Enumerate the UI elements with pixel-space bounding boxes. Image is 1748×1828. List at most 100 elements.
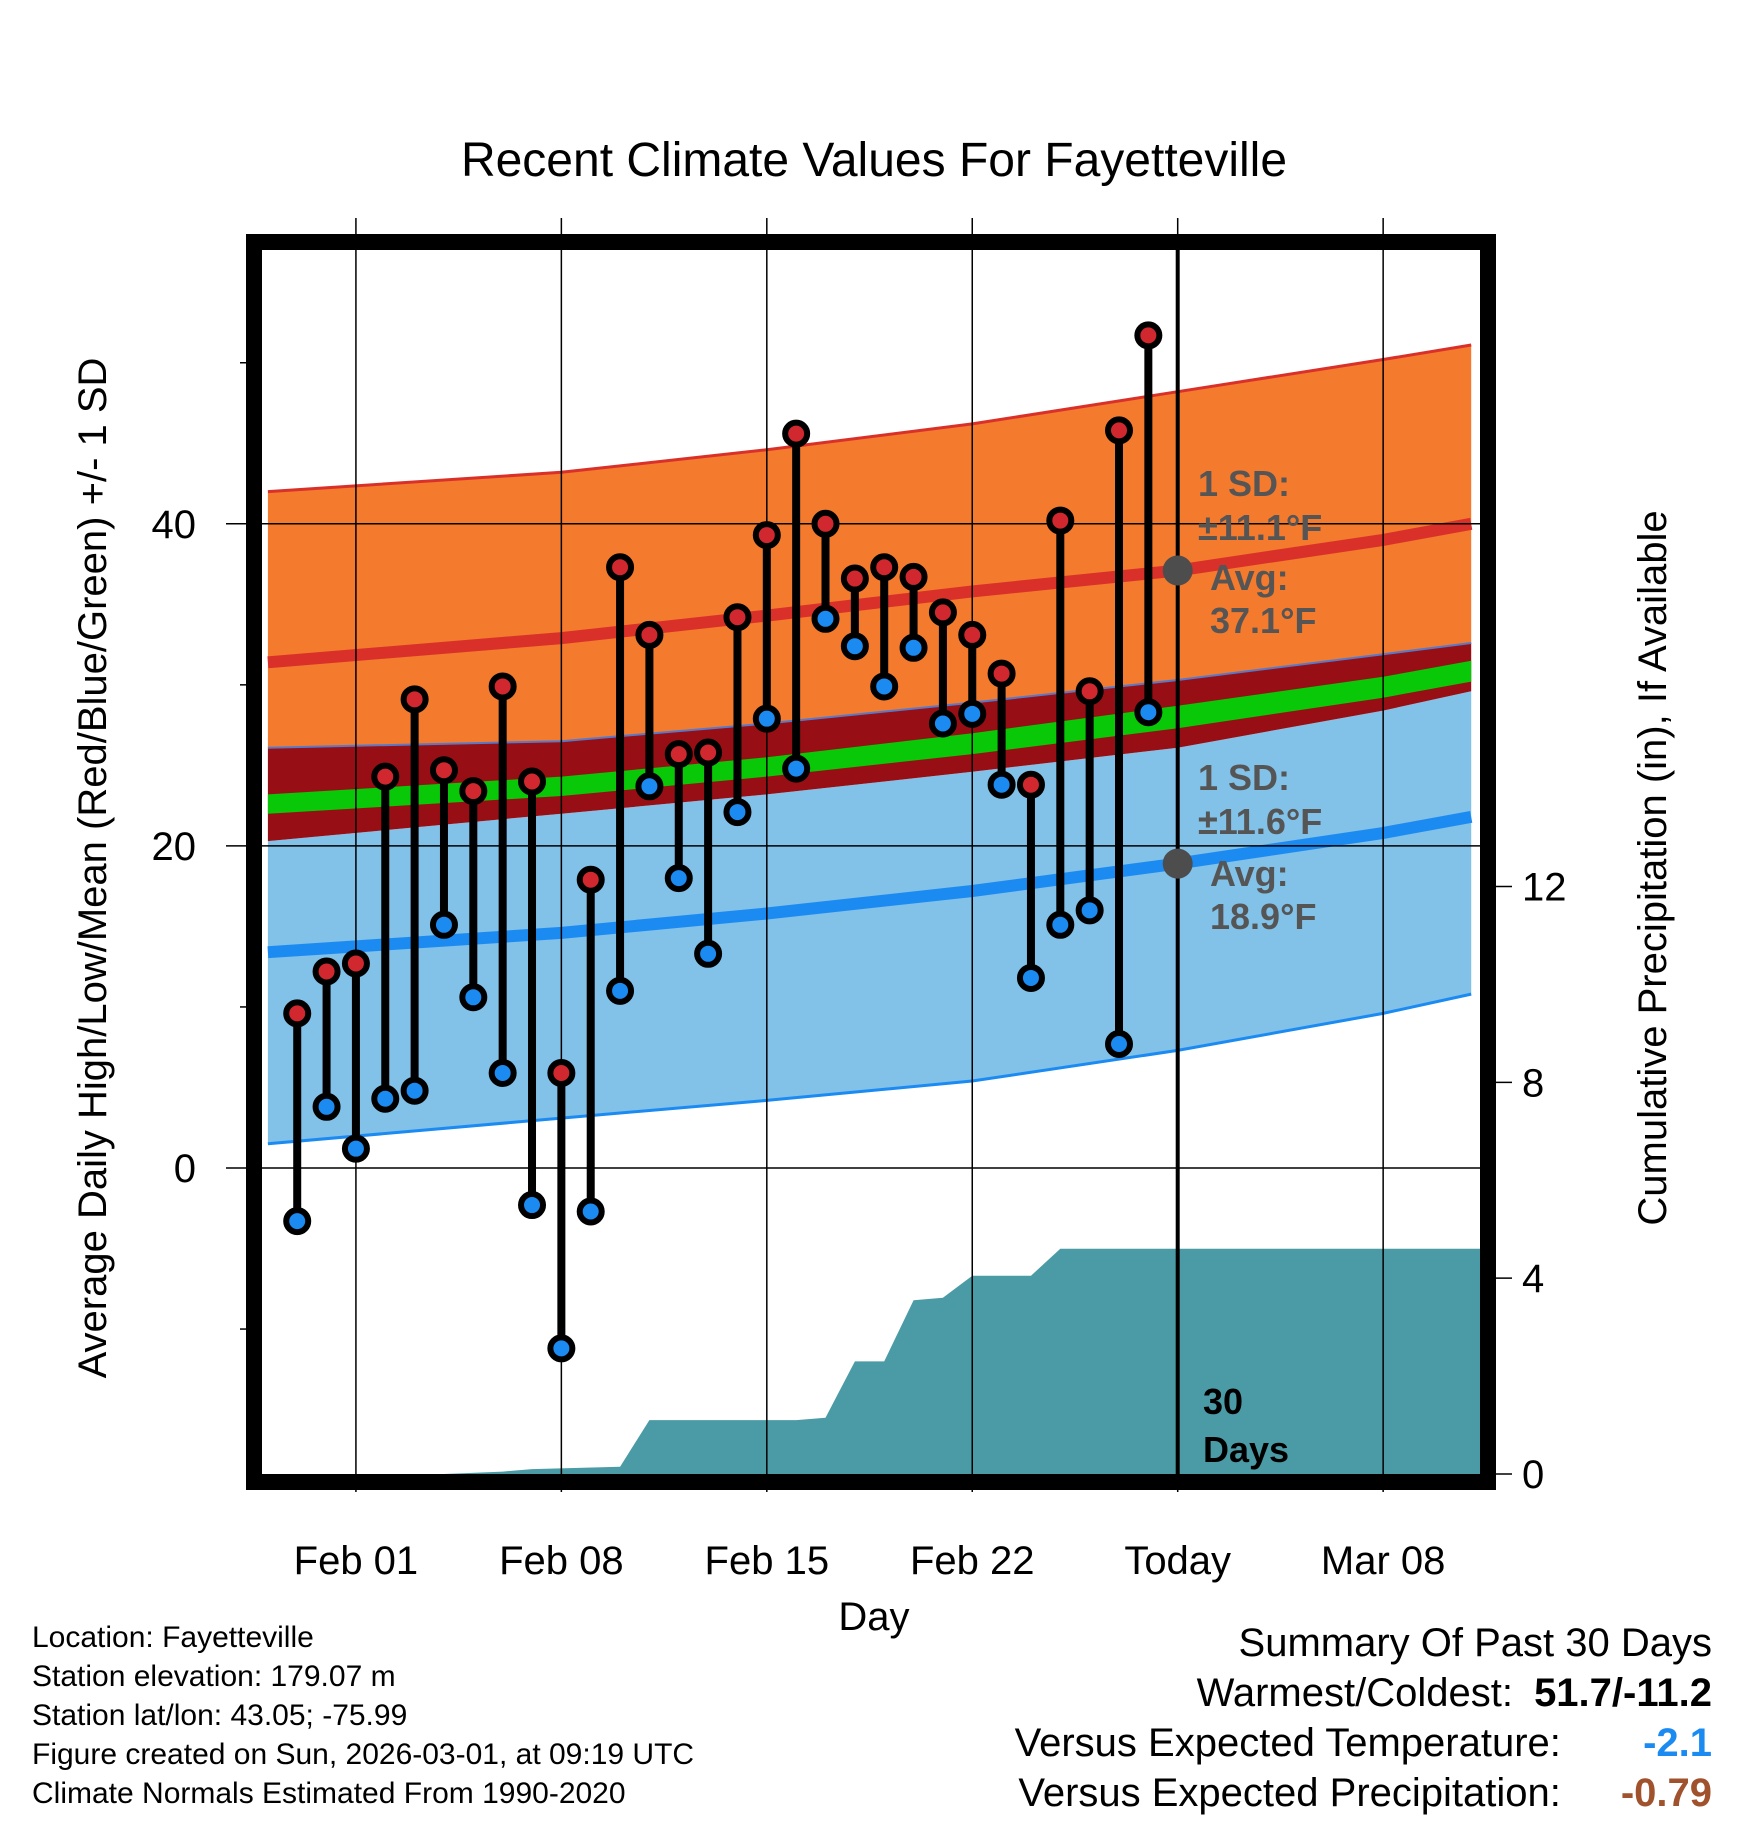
daily-low-point <box>341 1134 370 1163</box>
high-sd-band <box>267 345 1472 748</box>
daily-high-point <box>518 767 547 796</box>
daily-high-point <box>341 949 370 978</box>
daily-low-point <box>664 864 693 893</box>
period-number: 30 <box>1203 1381 1243 1422</box>
daily-high-point <box>576 865 605 894</box>
daily-high-point <box>811 509 840 538</box>
daily-low-point <box>1016 963 1045 992</box>
x-tick-label: Feb 15 <box>705 1539 830 1583</box>
warmest-coldest-row: Warmest/Coldest: 51.7/-11.2 <box>1015 1668 1712 1718</box>
y2-tick-label: 4 <box>1522 1257 1544 1301</box>
y-axis-label: Average Daily High/Low/Mean (Red/Blue/Gr… <box>71 358 115 1379</box>
x-tick-label: Feb 22 <box>910 1539 1035 1583</box>
daily-high-point <box>635 620 664 649</box>
high-avg-value: 37.1°F <box>1210 600 1316 641</box>
daily-low-point <box>371 1084 400 1113</box>
y-tick-label: 0 <box>174 1147 196 1191</box>
daily-high-point <box>400 685 429 714</box>
daily-low-point <box>429 910 458 939</box>
summary-title: Summary Of Past 30 Days <box>1238 1621 1712 1665</box>
daily-high-point <box>459 777 488 806</box>
x-tick-label: Feb 08 <box>499 1539 624 1583</box>
low-avg-value: 18.9°F <box>1210 896 1316 937</box>
today-low-avg-marker <box>1162 848 1193 879</box>
daily-low-point <box>635 772 664 801</box>
daily-low-point <box>400 1076 429 1105</box>
location-text: Location: Fayetteville <box>32 1621 314 1654</box>
daily-high-point <box>664 740 693 769</box>
daily-low-point <box>312 1092 341 1121</box>
daily-low-point <box>870 672 899 701</box>
daily-high-point <box>1105 416 1134 445</box>
y2-axis-label: Cumulative Precipitation (in), If Availa… <box>1631 510 1675 1225</box>
elevation-text: Station elevation: 179.07 m <box>32 1660 396 1693</box>
precip-departure-row: Versus Expected Precipitation: -0.79 <box>1015 1768 1712 1818</box>
high-sd-value: ±11.1°F <box>1198 507 1322 548</box>
chart-title: Recent Climate Values For Fayetteville <box>461 134 1287 187</box>
daily-high-point <box>958 620 987 649</box>
y-tick-label: 40 <box>152 503 197 547</box>
y2-tick-label: 8 <box>1522 1061 1544 1105</box>
daily-low-point <box>811 604 840 633</box>
daily-low-point <box>899 633 928 662</box>
daily-low-point <box>576 1197 605 1226</box>
daily-low-point <box>1046 910 1075 939</box>
warmest-coldest-label: Warmest/Coldest: <box>1196 1671 1513 1715</box>
daily-high-point <box>694 738 723 767</box>
daily-high-point <box>429 756 458 785</box>
x-tick-label: Feb 01 <box>294 1539 419 1583</box>
daily-low-point <box>283 1207 312 1236</box>
precip-area <box>267 1248 1480 1474</box>
low-sd-band <box>267 691 1472 1144</box>
normals-text: Climate Normals Estimated From 1990-2020 <box>32 1777 626 1810</box>
daily-high-point <box>870 553 899 582</box>
temp-departure-row: Versus Expected Temperature: -2.1 <box>1015 1718 1712 1768</box>
low-avg-label: Avg: <box>1210 853 1289 894</box>
plot-frame <box>246 234 1496 1490</box>
low-sd-value: ±11.6°F <box>1198 801 1322 842</box>
daily-low-point <box>958 699 987 728</box>
daily-high-point <box>371 762 400 791</box>
high-avg-label: Avg: <box>1210 557 1289 598</box>
daily-high-point <box>547 1058 576 1087</box>
daily-high-point <box>987 659 1016 688</box>
daily-low-point <box>723 798 752 827</box>
temp-departure-value: -2.1 <box>1643 1721 1712 1765</box>
daily-low-point <box>518 1191 547 1220</box>
daily-high-point <box>899 562 928 591</box>
daily-high-point <box>1134 321 1163 350</box>
summary-panel: Summary Of Past 30 Days Warmest/Coldest:… <box>1015 1618 1712 1818</box>
warmest-coldest-value: 51.7/-11.2 <box>1534 1671 1712 1715</box>
y2-tick-label: 0 <box>1522 1453 1544 1497</box>
daily-low-point <box>488 1058 517 1087</box>
today-high-avg-marker <box>1162 555 1193 586</box>
latlon-text: Station lat/lon: 43.05; -75.99 <box>32 1699 408 1732</box>
daily-high-point <box>488 672 517 701</box>
daily-high-point <box>312 957 341 986</box>
daily-low-point <box>987 770 1016 799</box>
daily-high-point <box>840 564 869 593</box>
daily-high-point <box>782 419 811 448</box>
station-info: Location: Fayetteville Station elevation… <box>32 1618 694 1813</box>
daily-high-point <box>1075 677 1104 706</box>
daily-low-point <box>459 983 488 1012</box>
daily-low-point <box>694 939 723 968</box>
daily-high-point <box>283 999 312 1028</box>
daily-low-point <box>840 632 869 661</box>
period-unit: Days <box>1203 1429 1289 1470</box>
y-tick-label: 20 <box>152 825 197 869</box>
temp-departure-label: Versus Expected Temperature: <box>1014 1721 1561 1765</box>
daily-low-point <box>547 1334 576 1363</box>
daily-high-point <box>1016 770 1045 799</box>
x-tick-label: Mar 08 <box>1321 1539 1446 1583</box>
y2-tick-label: 12 <box>1522 865 1567 909</box>
created-text: Figure created on Sun, 2026-03-01, at 09… <box>32 1738 695 1771</box>
daily-low-point <box>1105 1029 1134 1058</box>
daily-high-point <box>606 553 635 582</box>
low-sd-label: 1 SD: <box>1198 757 1290 798</box>
x-tick-label: Today <box>1124 1539 1231 1583</box>
daily-low-point <box>606 976 635 1005</box>
precip-departure-value: -0.79 <box>1620 1771 1712 1815</box>
daily-high-point <box>723 603 752 632</box>
